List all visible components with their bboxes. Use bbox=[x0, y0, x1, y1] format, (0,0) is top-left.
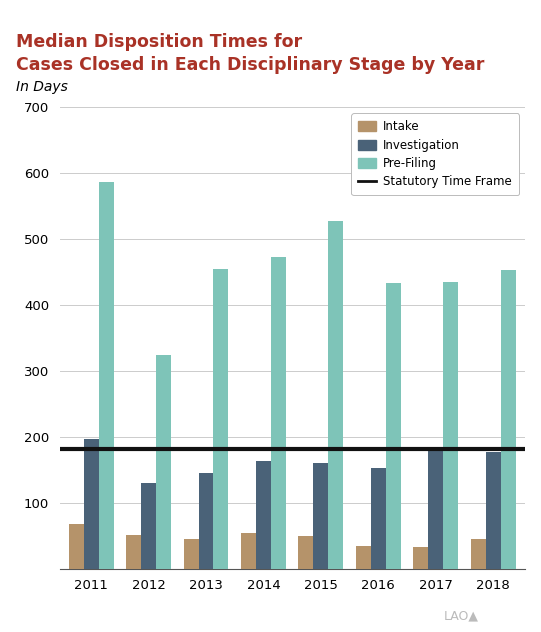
Bar bbox=[241, 533, 256, 569]
Bar bbox=[356, 545, 371, 569]
Bar bbox=[84, 439, 98, 569]
Bar bbox=[486, 452, 500, 569]
Bar bbox=[386, 283, 401, 569]
Bar bbox=[443, 282, 458, 569]
Text: Figure 13: Figure 13 bbox=[9, 8, 81, 21]
Text: In Days: In Days bbox=[16, 80, 68, 94]
Bar bbox=[271, 257, 286, 569]
Bar bbox=[126, 535, 141, 569]
Bar bbox=[500, 270, 516, 569]
Bar bbox=[183, 539, 199, 569]
Bar bbox=[328, 221, 343, 569]
Bar bbox=[371, 468, 386, 569]
Text: Cases Closed in Each Disciplinary Stage by Year: Cases Closed in Each Disciplinary Stage … bbox=[16, 56, 485, 73]
Bar bbox=[256, 461, 271, 569]
Legend: Intake, Investigation, Pre-Filing, Statutory Time Frame: Intake, Investigation, Pre-Filing, Statu… bbox=[351, 113, 519, 195]
Bar bbox=[471, 539, 486, 569]
Bar bbox=[199, 473, 214, 569]
Bar bbox=[214, 269, 228, 569]
Bar bbox=[313, 463, 328, 569]
Text: Median Disposition Times for: Median Disposition Times for bbox=[16, 33, 302, 51]
Bar bbox=[299, 536, 313, 569]
Bar bbox=[141, 483, 156, 569]
Bar bbox=[69, 524, 84, 569]
Text: LAO▲: LAO▲ bbox=[444, 609, 479, 623]
Bar bbox=[98, 182, 114, 569]
Bar bbox=[428, 451, 443, 569]
Bar bbox=[413, 547, 428, 569]
Bar bbox=[156, 355, 171, 569]
